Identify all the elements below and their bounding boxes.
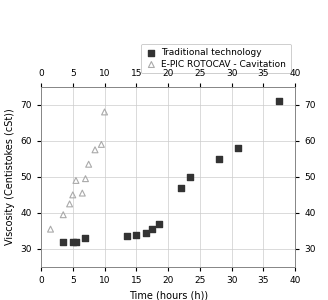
E-PIC ROTOCAV - Cavitation (67, 202, 72, 206)
Traditional technology (83, 236, 88, 241)
E-PIC ROTOCAV - Cavitation (83, 176, 88, 181)
Traditional technology (150, 227, 155, 232)
E-PIC ROTOCAV - Cavitation (86, 162, 91, 167)
E-PIC ROTOCAV - Cavitation (70, 193, 75, 197)
Traditional technology (188, 175, 193, 179)
Traditional technology (216, 156, 222, 161)
Traditional technology (61, 239, 66, 244)
Traditional technology (143, 230, 149, 235)
E-PIC ROTOCAV - Cavitation (61, 212, 66, 217)
E-PIC ROTOCAV - Cavitation (102, 110, 107, 114)
Y-axis label: Viscosity (Centistokes (cSt)): Viscosity (Centistokes (cSt)) (5, 109, 15, 245)
Legend: Traditional technology, E-PIC ROTOCAV - Cavitation: Traditional technology, E-PIC ROTOCAV - … (141, 44, 291, 74)
E-PIC ROTOCAV - Cavitation (92, 147, 98, 152)
Traditional technology (156, 221, 161, 226)
Traditional technology (236, 146, 241, 150)
Traditional technology (134, 232, 139, 237)
X-axis label: Time (hours (h)): Time (hours (h)) (129, 291, 208, 300)
Traditional technology (124, 234, 130, 239)
Traditional technology (277, 99, 282, 103)
Traditional technology (73, 239, 79, 244)
E-PIC ROTOCAV - Cavitation (73, 178, 79, 183)
Traditional technology (70, 239, 75, 244)
E-PIC ROTOCAV - Cavitation (48, 227, 53, 232)
E-PIC ROTOCAV - Cavitation (80, 191, 85, 196)
Traditional technology (178, 185, 183, 190)
E-PIC ROTOCAV - Cavitation (99, 142, 104, 147)
